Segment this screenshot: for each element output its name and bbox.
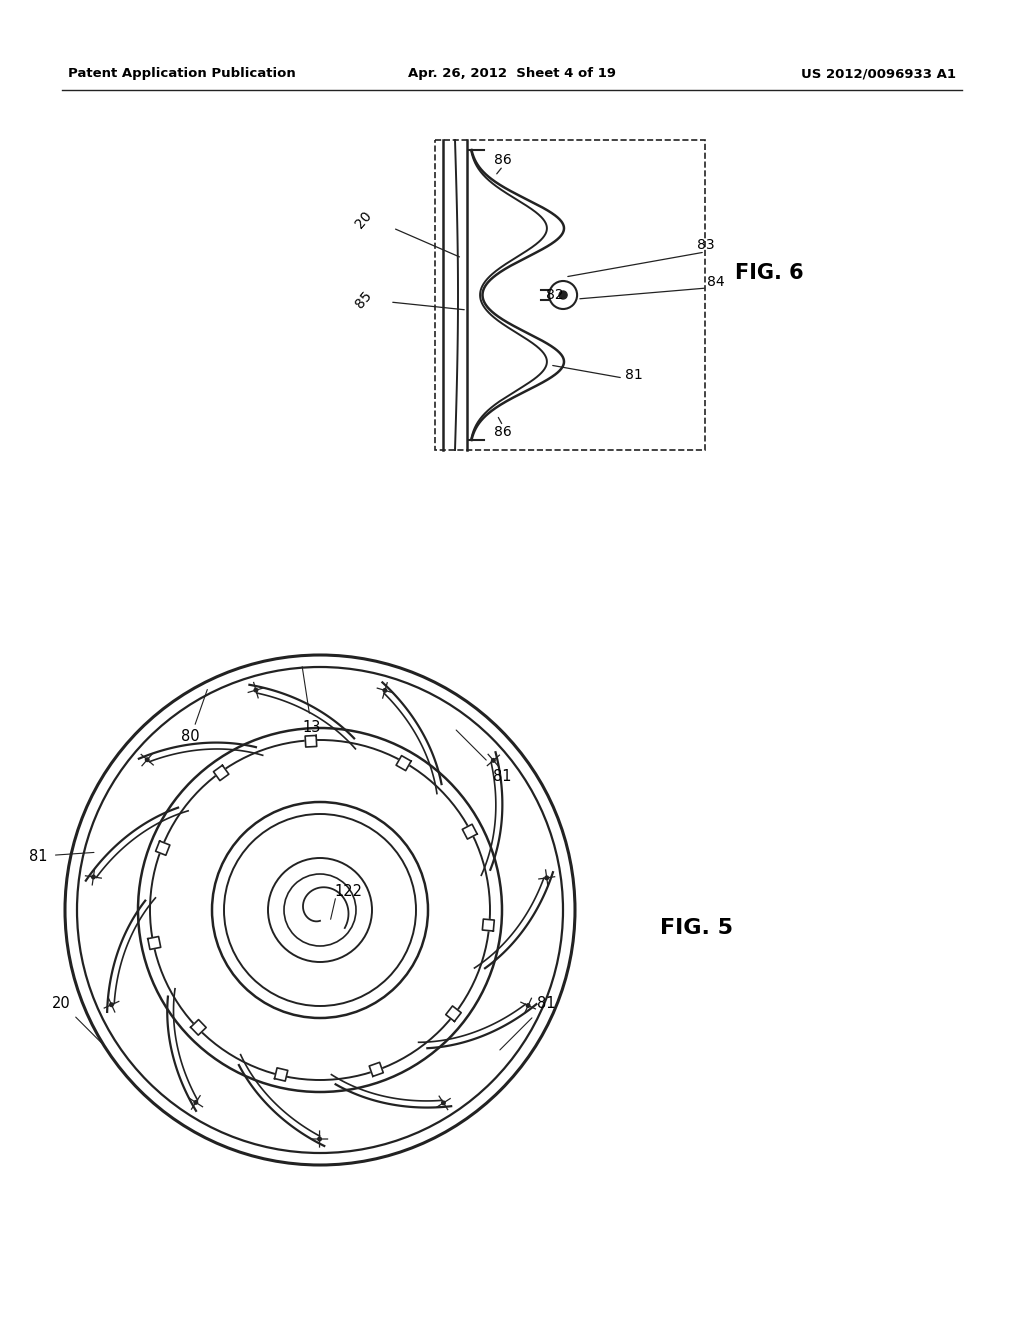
Circle shape (382, 688, 387, 693)
Circle shape (194, 1100, 199, 1105)
Circle shape (253, 688, 258, 693)
Polygon shape (213, 766, 228, 780)
Polygon shape (147, 936, 161, 949)
Text: Apr. 26, 2012  Sheet 4 of 19: Apr. 26, 2012 Sheet 4 of 19 (408, 67, 616, 81)
Text: 122: 122 (334, 884, 362, 899)
Circle shape (559, 290, 567, 300)
Bar (435, 140, 705, 450)
Polygon shape (305, 735, 316, 747)
Text: 84: 84 (707, 275, 725, 289)
Polygon shape (274, 1068, 288, 1081)
Circle shape (490, 758, 496, 763)
Text: 81: 81 (30, 849, 48, 863)
Circle shape (441, 1101, 445, 1105)
Circle shape (544, 875, 549, 880)
Text: 83: 83 (697, 238, 715, 252)
Circle shape (317, 1137, 323, 1142)
Text: 20: 20 (353, 209, 375, 231)
Text: Patent Application Publication: Patent Application Publication (68, 67, 296, 81)
Text: 85: 85 (353, 289, 375, 312)
Text: 86: 86 (495, 153, 512, 168)
Polygon shape (396, 755, 411, 771)
Circle shape (525, 1003, 530, 1008)
Circle shape (144, 758, 150, 762)
Text: 13: 13 (302, 721, 321, 735)
Text: 80: 80 (181, 730, 200, 744)
Text: 82: 82 (546, 288, 564, 302)
Text: 81: 81 (493, 768, 511, 784)
Polygon shape (156, 841, 170, 855)
Text: FIG. 5: FIG. 5 (660, 917, 733, 939)
Text: 20: 20 (52, 995, 71, 1011)
Polygon shape (482, 919, 495, 931)
Circle shape (109, 1002, 114, 1007)
Polygon shape (370, 1063, 383, 1076)
Text: 81: 81 (625, 368, 643, 381)
Circle shape (91, 874, 96, 879)
Text: US 2012/0096933 A1: US 2012/0096933 A1 (801, 67, 956, 81)
Text: 81: 81 (537, 997, 555, 1011)
Polygon shape (445, 1006, 461, 1022)
Text: FIG. 6: FIG. 6 (735, 263, 804, 284)
Text: 86: 86 (495, 425, 512, 440)
Polygon shape (462, 824, 477, 840)
Polygon shape (190, 1019, 206, 1035)
